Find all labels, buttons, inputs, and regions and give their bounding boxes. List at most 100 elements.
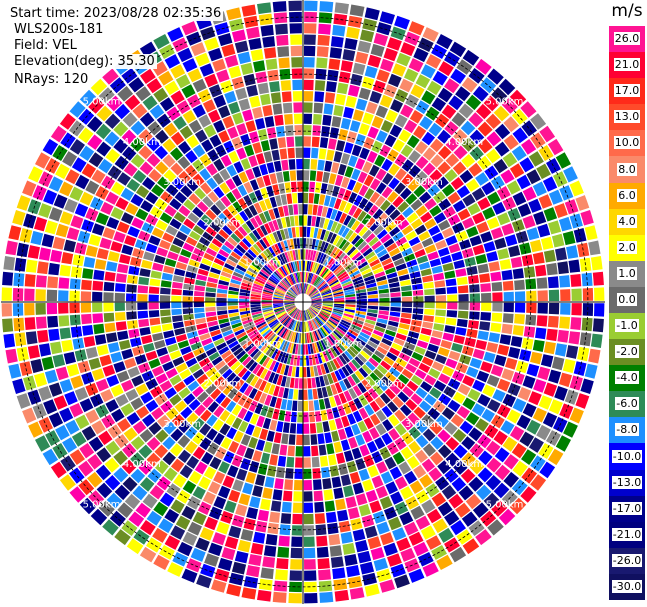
range-gate: [123, 162, 138, 177]
range-gate: [424, 218, 437, 230]
range-gate: [303, 536, 315, 547]
range-gate: [433, 380, 447, 392]
range-gate: [100, 201, 114, 215]
range-gate: [398, 323, 410, 330]
range-gate: [349, 326, 360, 334]
range-gate: [363, 275, 375, 282]
range-gate: [310, 159, 318, 170]
range-gate: [210, 267, 221, 275]
range-gate: [334, 344, 343, 354]
range-gate: [371, 475, 384, 489]
range-gate: [452, 200, 466, 213]
range-gate: [493, 105, 510, 122]
range-gate: [243, 385, 254, 397]
range-gate: [511, 443, 527, 459]
range-gate: [326, 149, 335, 161]
range-gate: [311, 147, 319, 159]
range-gate: [377, 314, 389, 320]
range-gate: [338, 392, 347, 404]
range-gate: [284, 302, 295, 305]
range-gate: [300, 310, 303, 321]
range-gate: [70, 215, 84, 229]
range-gate: [246, 270, 257, 278]
range-gate: [351, 144, 362, 157]
range-gate: [159, 545, 175, 560]
range-gate: [357, 420, 368, 433]
range-gate: [312, 250, 317, 261]
range-gate: [37, 261, 49, 275]
range-gate: [329, 465, 340, 477]
range-gate: [201, 451, 214, 465]
range-gate: [334, 302, 345, 304]
range-gate: [542, 176, 558, 192]
range-gate: [368, 204, 379, 216]
range-gate: [528, 391, 542, 406]
range-gate: [251, 291, 262, 296]
range-gate: [275, 23, 288, 35]
range-gate: [447, 294, 458, 302]
range-gate: [328, 419, 337, 431]
range-gate: [145, 214, 159, 226]
range-gate: [229, 282, 240, 289]
range-gate: [588, 240, 601, 256]
range-gate: [213, 405, 225, 418]
range-gate: [303, 502, 314, 513]
range-gate: [367, 294, 379, 299]
range-gate: [304, 310, 308, 321]
range-gate: [304, 547, 316, 559]
range-gate: [35, 275, 47, 288]
range-gate: [322, 303, 333, 305]
range-gate: [444, 510, 460, 526]
range-gate: [146, 452, 161, 467]
range-gate: [273, 303, 284, 305]
range-gate: [303, 57, 315, 68]
range-gate: [289, 423, 297, 434]
range-gate: [192, 386, 204, 398]
range-gate: [230, 319, 241, 325]
range-gate: [170, 147, 184, 161]
range-gate: [322, 242, 329, 253]
range-gate: [241, 370, 252, 381]
range-gate: [219, 409, 231, 422]
range-gate: [348, 436, 358, 449]
range-gate: [285, 294, 296, 299]
range-gate: [288, 204, 294, 216]
range-gate: [99, 354, 112, 367]
colorbar-tick-label: 6.0: [617, 188, 637, 202]
range-gate: [516, 174, 531, 190]
range-gate: [294, 215, 299, 226]
range-gate: [434, 316, 446, 324]
range-gate: [329, 196, 337, 208]
range-gate: [320, 229, 326, 240]
range-gate: [276, 287, 286, 293]
range-gate: [122, 476, 138, 492]
range-gate: [170, 499, 185, 514]
range-gate: [401, 225, 414, 236]
range-gate: [187, 521, 202, 536]
range-gate: [173, 474, 187, 488]
range-gate: [480, 283, 491, 292]
range-gate: [169, 394, 182, 406]
range-gate: [226, 164, 237, 177]
range-gate: [257, 273, 268, 281]
range-gate: [467, 202, 481, 216]
range-gate: [525, 278, 537, 290]
range-gate: [300, 321, 302, 332]
range-gate: [400, 486, 414, 500]
range-gate: [289, 581, 302, 593]
range-gate: [494, 447, 510, 463]
range-gate: [179, 464, 193, 479]
range-gate: [453, 259, 465, 269]
range-gate: [441, 104, 457, 119]
range-gate: [324, 500, 336, 512]
range-gate: [358, 468, 370, 481]
range-gate: [182, 58, 198, 73]
range-gate: [387, 37, 402, 51]
range-gate: [521, 254, 534, 267]
range-gate: [584, 225, 598, 241]
range-gate: [71, 431, 87, 447]
range-gate: [262, 417, 271, 430]
range-gate: [303, 412, 309, 423]
range-gate: [536, 163, 551, 180]
range-gate: [537, 223, 551, 238]
